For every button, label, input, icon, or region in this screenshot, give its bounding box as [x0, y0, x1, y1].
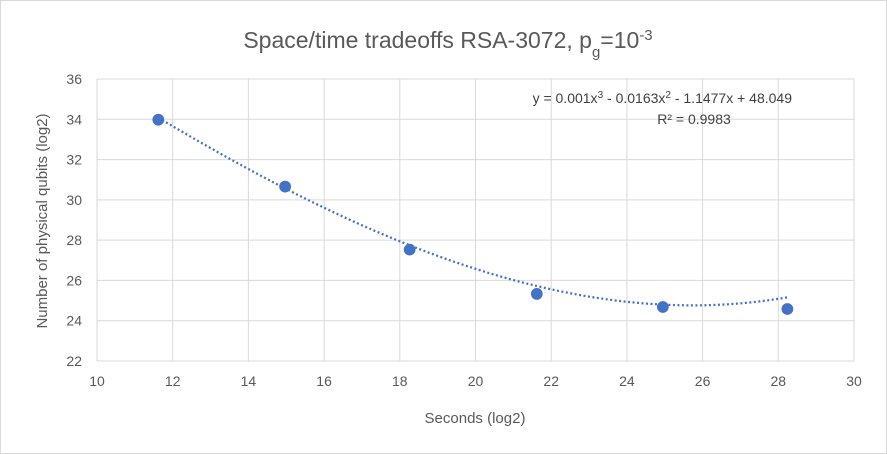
data-point — [656, 301, 669, 313]
data-point — [781, 303, 794, 315]
x-tick-label: 22 — [543, 373, 559, 389]
y-tick-label: 32 — [66, 152, 82, 168]
x-tick-label: 16 — [316, 373, 332, 389]
data-points — [152, 113, 794, 315]
x-tick-label: 14 — [241, 373, 257, 389]
gridlines — [96, 78, 855, 362]
data-point — [403, 243, 416, 256]
y-axis-title: Number of physical qubits (log2) — [34, 113, 51, 328]
y-tick-label: 34 — [66, 111, 82, 127]
chart-title: Space/time tradeoffs RSA-3072, pg=10-3 — [243, 27, 652, 61]
tick-labels: 10 12 14 16 18 20 22 24 26 28 30 22 24 26 28 30 32 34 36 — [66, 71, 862, 389]
x-axis-title: Seconds (log2) — [425, 410, 526, 427]
x-tick-label: 20 — [468, 373, 484, 389]
trendline — [157, 116, 788, 307]
y-tick-label: 36 — [66, 71, 82, 87]
x-tick-label: 28 — [771, 373, 787, 389]
r-squared-label: R² = 0.9983 — [657, 111, 731, 127]
y-tick-label: 28 — [66, 232, 82, 248]
x-tick-label: 24 — [619, 373, 635, 389]
data-point — [530, 288, 543, 300]
y-tick-label: 30 — [66, 192, 82, 208]
data-point — [279, 180, 291, 193]
x-tick-label: 18 — [392, 373, 408, 389]
trendline-equation: y = 0.001x3 - 0.0163x2 - 1.1477x + 48.04… — [533, 90, 793, 107]
data-point — [152, 113, 165, 126]
x-tick-label: 30 — [846, 373, 862, 389]
x-tick-label: 12 — [165, 373, 181, 389]
x-tick-label: 26 — [695, 373, 711, 389]
trendline-layer — [157, 116, 788, 307]
x-tick-label: 10 — [89, 373, 105, 389]
y-tick-label: 22 — [66, 353, 82, 369]
y-tick-label: 26 — [66, 272, 82, 288]
y-tick-label: 24 — [66, 313, 82, 329]
